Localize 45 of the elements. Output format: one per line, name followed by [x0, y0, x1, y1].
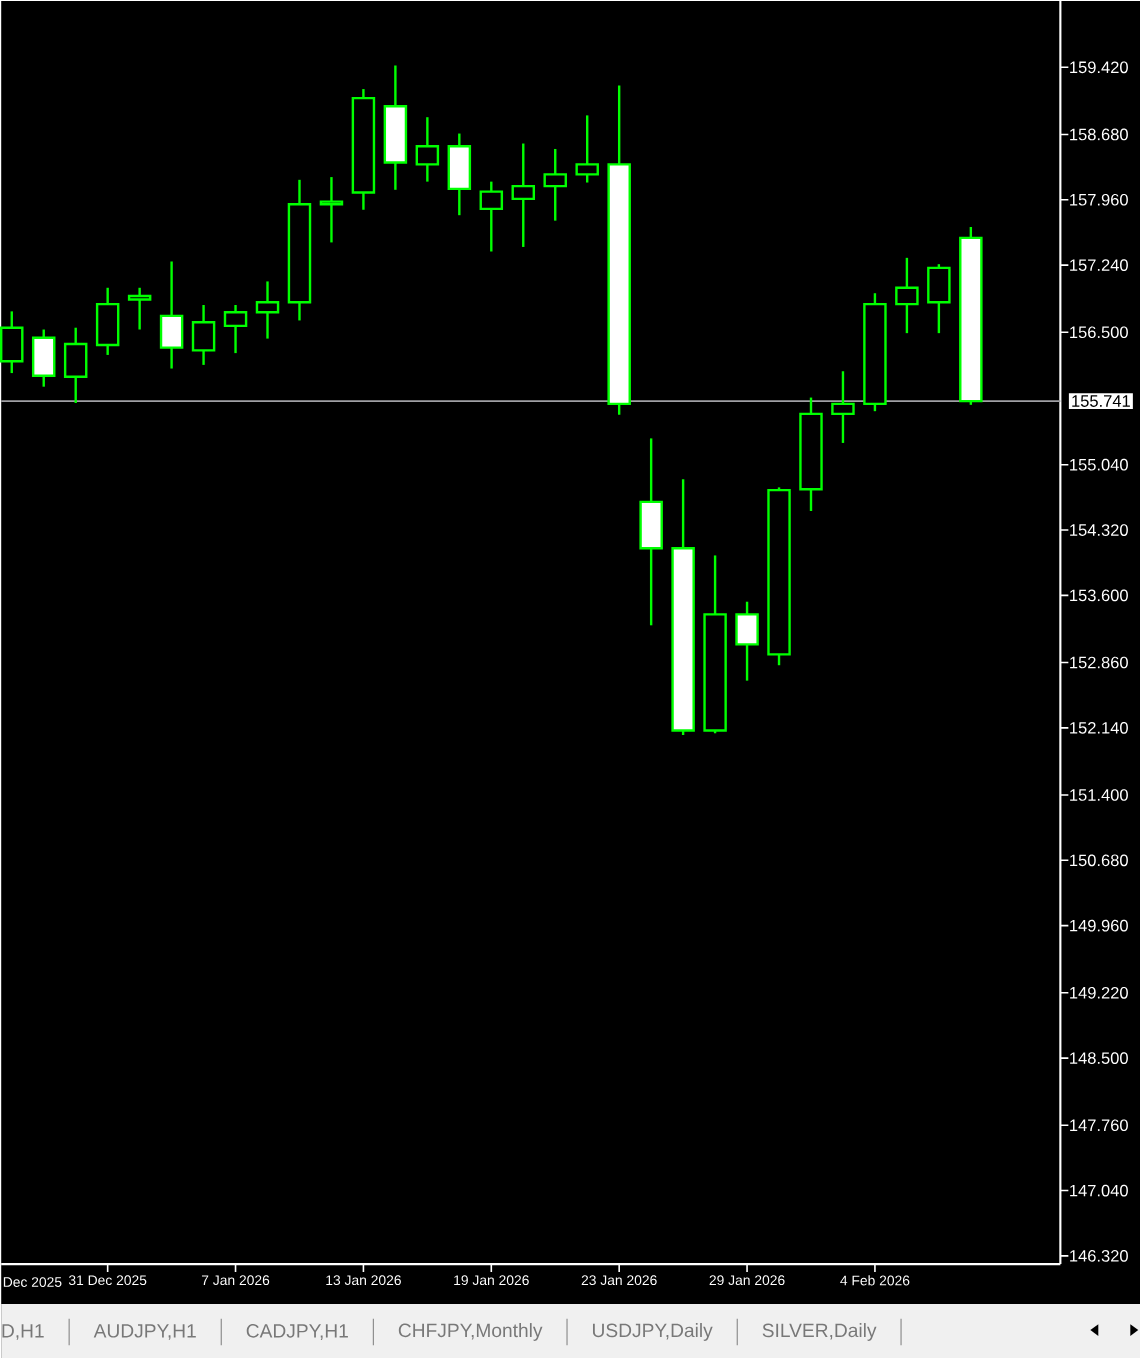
candlestick	[415, 116, 439, 183]
candlestick	[831, 370, 855, 445]
text: CADJPY,H1	[246, 1324, 348, 1340]
text: D,H1	[2, 1324, 44, 1340]
candlestick	[639, 437, 663, 627]
candlestick	[479, 180, 503, 253]
y-tick-label: 153.600	[1070, 589, 1128, 602]
candlestick	[95, 286, 120, 357]
candlestick	[191, 303, 216, 367]
candlestick	[575, 114, 599, 184]
text: CHFJPY,Monthly	[398, 1323, 543, 1341]
candlestick	[319, 175, 344, 244]
text: SILVER,Daily	[762, 1323, 877, 1341]
candlestick	[543, 147, 567, 222]
text: AUDJPY,H1	[93, 1324, 196, 1340]
candlestick	[159, 260, 184, 370]
candlestick	[511, 142, 535, 249]
candlestick	[127, 286, 152, 331]
y-tick-label: 149.960	[1070, 919, 1128, 932]
candlestick	[31, 328, 56, 388]
y-tick-label: 148.500	[1070, 1052, 1128, 1064]
y-tick-label: 156.500	[1070, 326, 1128, 339]
y-tick-label: 149.220	[1070, 986, 1128, 999]
y-tick-label: 146.320	[1070, 1250, 1128, 1262]
candlestick	[895, 256, 919, 335]
y-tick-label: 158.680	[1070, 128, 1128, 141]
y-tick-label: 157.960	[1070, 193, 1128, 206]
candlestick	[255, 280, 280, 340]
text: USDJPY,Daily	[592, 1323, 713, 1341]
y-tick-label: 157.240	[1070, 259, 1128, 271]
candlestick	[447, 132, 471, 217]
ref-line-label: 155.741	[1072, 395, 1130, 407]
y-tick-label: 154.320	[1070, 524, 1128, 536]
y-tick-label: 150.680	[1070, 854, 1128, 867]
candlestick	[735, 600, 759, 682]
candlestick	[926, 262, 951, 335]
y-tick-label: 147.040	[1070, 1184, 1128, 1197]
candlestick	[63, 326, 88, 405]
y-tick-label: 155.040	[1070, 458, 1128, 471]
y-tick-label: 159.420	[1070, 61, 1128, 74]
candlestick	[223, 303, 248, 355]
y-tick-label: 152.140	[1070, 721, 1128, 734]
y-tick-label: 147.760	[1070, 1119, 1128, 1132]
y-tick-label: 152.860	[1070, 656, 1128, 669]
y-tick-label: 151.400	[1070, 789, 1128, 801]
